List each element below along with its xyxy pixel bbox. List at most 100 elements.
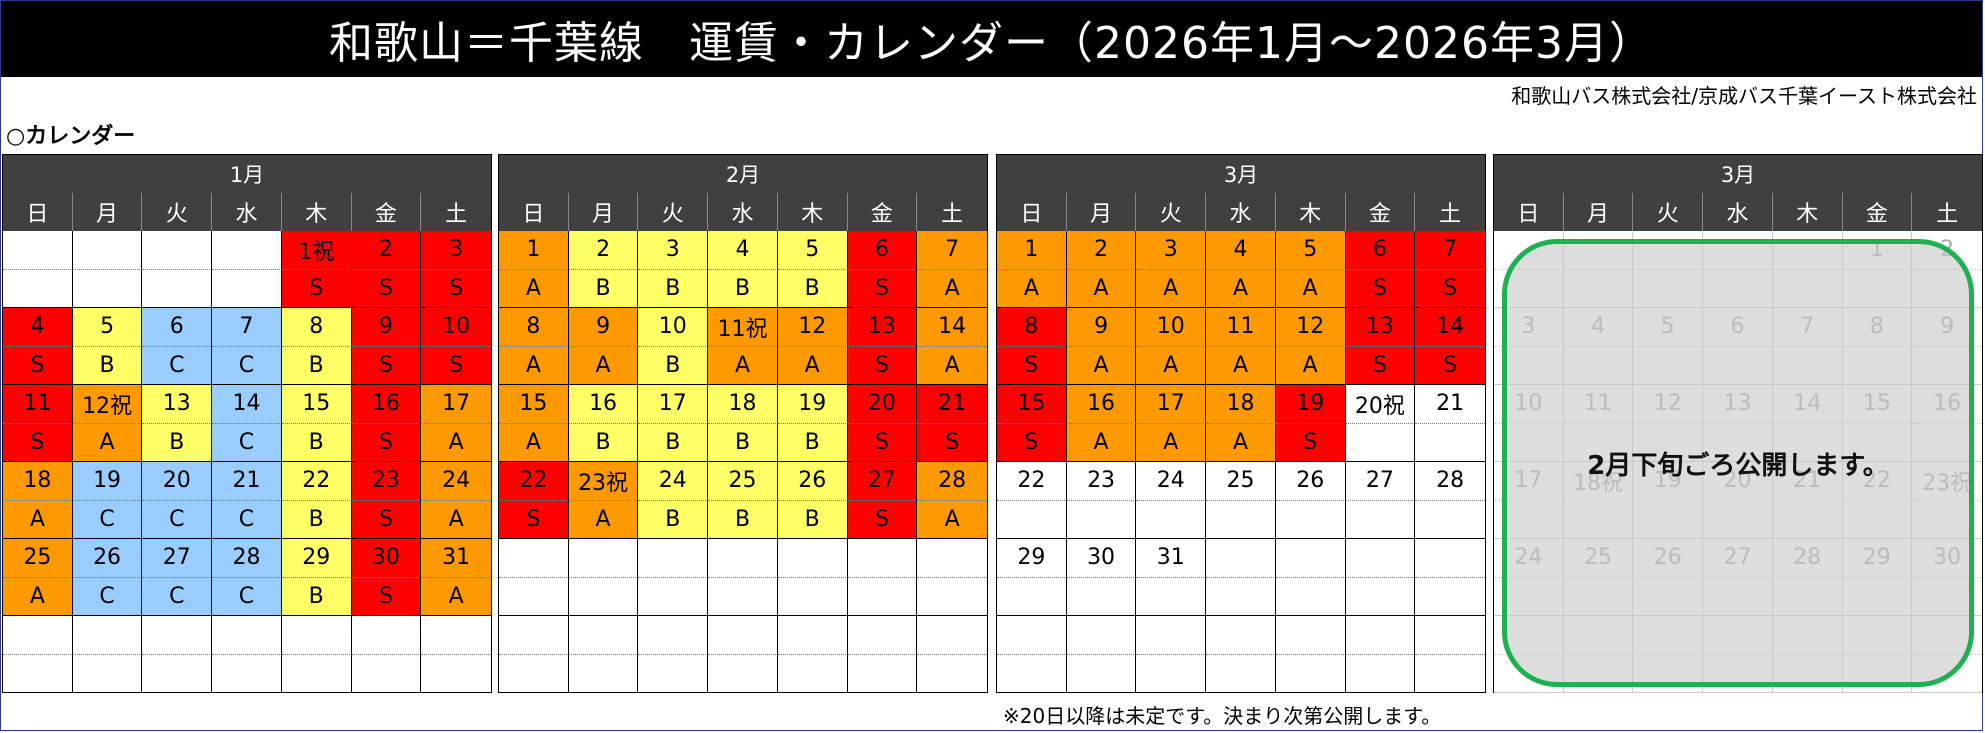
fare-class-cell: C: [142, 346, 213, 385]
fare-class-cell: [997, 577, 1067, 616]
fare-class-cell: A: [917, 346, 987, 385]
date-cell: 7: [1415, 231, 1485, 270]
date-cell: 9: [568, 308, 639, 347]
company-name: 和歌山バス株式会社/京成バス千葉イースト株式会社: [1511, 84, 1977, 108]
weekday-label: 金: [1843, 193, 1913, 231]
fare-class-cell: S: [3, 423, 73, 462]
date-cell: 25: [1206, 462, 1276, 501]
fare-class-cell: C: [72, 500, 143, 539]
fare-class-cell: S: [351, 423, 422, 462]
date-cell: 3: [1136, 231, 1207, 270]
date-cell: [1066, 616, 1137, 655]
weekday-label: 土: [445, 202, 468, 227]
calendar-grid: 1祝 2 3 S S S 4 5 6 7 8 9 10 S B C C B S S 11 12祝 13 14 15 16 17 S A B…: [3, 231, 491, 693]
date-cell: 20: [142, 462, 213, 501]
fare-class-cell: [3, 654, 73, 693]
fare-class-cell: S: [421, 269, 491, 308]
date-cell: [708, 616, 778, 655]
weekday-label: 木: [1773, 193, 1843, 231]
date-cell: [499, 539, 569, 578]
fare-class-cell: A: [1275, 269, 1346, 308]
fare-class-cell: [1206, 654, 1276, 693]
fare-class-cell: [847, 654, 918, 693]
weekday-label: 土: [1439, 202, 1462, 227]
date-cell: 11: [3, 385, 73, 424]
weekday-label: 水: [1206, 193, 1276, 231]
date-cell: 23祝: [568, 462, 639, 501]
date-cell: 11: [1206, 308, 1276, 347]
date-cell: [777, 616, 848, 655]
fare-class-cell: A: [421, 577, 491, 616]
fare-class-cell: [72, 654, 143, 693]
date-cell: 23: [1066, 462, 1137, 501]
fare-class-cell: [1415, 655, 1485, 693]
date-cell: 28: [212, 539, 282, 578]
weekday-header: 日月火水木金土: [997, 193, 1485, 231]
fare-class-cell: A: [568, 500, 639, 539]
date-cell: 21: [917, 385, 987, 424]
fare-class-cell: B: [638, 423, 709, 462]
fare-class-cell: [72, 269, 143, 308]
date-cell: 4: [708, 231, 778, 270]
fare-class-cell: [1136, 577, 1207, 616]
fare-class-cell: [421, 655, 491, 693]
calendar-month-2: 2月 日月火水木金土 1 2 3 4 5 6 7 A B B B B S A 8 9 10 11祝 12 13 14 A A…: [498, 154, 988, 693]
date-cell: 1: [997, 231, 1067, 270]
fare-class-cell: S: [847, 423, 918, 462]
date-cell: [421, 616, 491, 655]
calendar-month-3: 3月 日月火水木金土 1 2 3 4 5 6 7 A A A A A S S 8 9 10 11 12 13 14 S A A…: [996, 154, 1486, 693]
page-title: 和歌山＝千葉線 運賃・カレンダー（2026年1月～2026年3月）: [1, 1, 1982, 77]
date-cell: [72, 616, 143, 655]
fare-class-cell: S: [1415, 269, 1485, 308]
fare-class-cell: [142, 654, 213, 693]
fare-class-cell: S: [351, 577, 422, 616]
fare-class-cell: S: [1345, 269, 1416, 308]
date-cell: [1206, 616, 1276, 655]
fare-class-cell: A: [1206, 423, 1276, 462]
date-cell: [212, 231, 282, 270]
fare-class-cell: A: [499, 346, 569, 385]
date-cell: 18: [1206, 385, 1276, 424]
date-cell: [3, 616, 73, 655]
weekday-label: 日: [1494, 193, 1564, 231]
fare-class-cell: S: [997, 423, 1067, 462]
fare-class-cell: [847, 577, 918, 616]
fare-class-cell: A: [1136, 346, 1207, 385]
weekday-label: 火: [638, 193, 709, 231]
fare-class-cell: [1415, 578, 1485, 616]
fare-class-cell: B: [777, 423, 848, 462]
fare-class-cell: A: [421, 500, 491, 539]
date-cell: 10: [1136, 308, 1207, 347]
date-cell: 26: [777, 462, 848, 501]
fare-class-cell: [1206, 500, 1276, 539]
date-cell: 24: [421, 462, 491, 501]
date-cell: 31: [1136, 539, 1207, 578]
fare-class-cell: A: [499, 423, 569, 462]
weekday-header: 日月火水木金土: [1494, 193, 1982, 231]
date-cell: 13: [847, 308, 918, 347]
date-cell: 10: [421, 308, 491, 347]
date-cell: 16: [568, 385, 639, 424]
date-cell: 7: [917, 231, 987, 270]
fare-class-cell: [499, 654, 569, 693]
month-header: 3月: [997, 155, 1485, 193]
fare-class-cell: [1066, 654, 1137, 693]
date-cell: 2: [1066, 231, 1137, 270]
fare-class-cell: S: [1275, 423, 1346, 462]
fare-class-cell: A: [1206, 346, 1276, 385]
date-cell: 19: [777, 385, 848, 424]
fare-class-cell: [568, 577, 639, 616]
date-cell: 12祝: [72, 385, 143, 424]
date-cell: 27: [1345, 462, 1416, 501]
date-cell: 8: [499, 308, 569, 347]
date-cell: 30: [1066, 539, 1137, 578]
date-cell: 27: [847, 462, 918, 501]
weekday-label: 火: [142, 193, 213, 231]
date-cell: 6: [1345, 231, 1416, 270]
fare-class-cell: C: [212, 346, 282, 385]
fare-class-cell: [1415, 501, 1485, 539]
fare-class-cell: [777, 654, 848, 693]
weekday-label: 木: [1276, 193, 1346, 231]
fare-class-cell: S: [421, 346, 491, 385]
date-cell: 5: [72, 308, 143, 347]
